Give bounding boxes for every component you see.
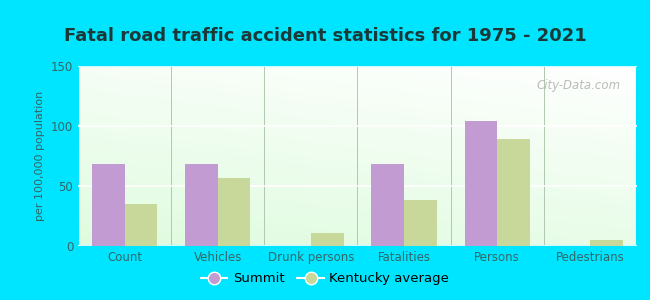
Bar	[311, 233, 343, 246]
Bar	[465, 121, 497, 246]
Bar	[497, 139, 530, 246]
Bar	[185, 164, 218, 246]
Bar	[92, 164, 125, 246]
Bar	[590, 240, 623, 246]
Bar	[372, 164, 404, 246]
Text: City-Data.com: City-Data.com	[536, 79, 620, 92]
Bar	[404, 200, 437, 246]
Y-axis label: per 100,000 population: per 100,000 population	[35, 91, 46, 221]
Bar	[218, 178, 250, 246]
Legend: Summit, Kentucky average: Summit, Kentucky average	[196, 267, 454, 290]
Text: Fatal road traffic accident statistics for 1975 - 2021: Fatal road traffic accident statistics f…	[64, 27, 586, 45]
Bar	[125, 204, 157, 246]
